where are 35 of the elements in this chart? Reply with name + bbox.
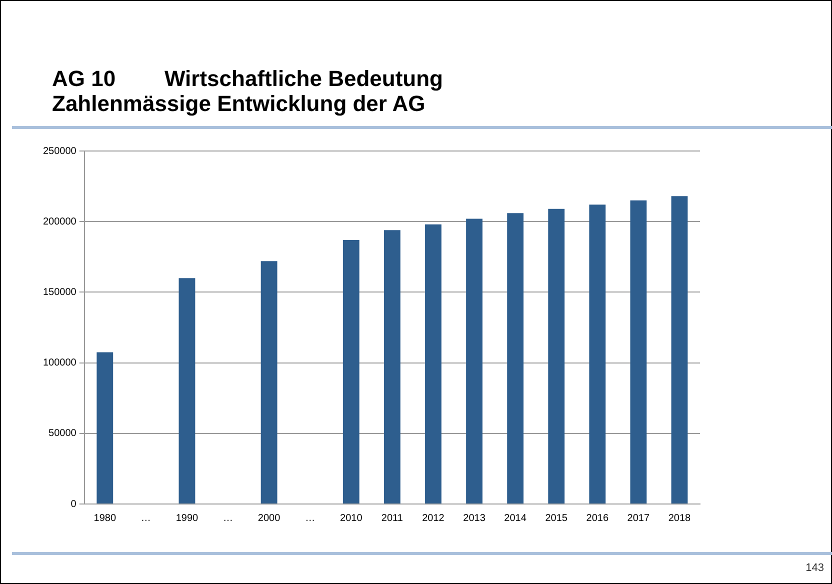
bar	[466, 218, 482, 504]
bar	[630, 200, 647, 504]
bar	[589, 204, 606, 504]
x-tick-label: 2000	[258, 512, 281, 524]
x-tick-label: 2012	[422, 512, 445, 524]
y-tick-label: 0	[70, 498, 77, 510]
x-tick-label: 2017	[627, 512, 650, 524]
x-tick-label: 2015	[545, 512, 568, 524]
x-tick-label: 1990	[176, 512, 199, 524]
y-tick-label: 50000	[48, 428, 77, 440]
x-tick-label: 2016	[586, 512, 609, 524]
bar	[507, 213, 524, 504]
x-tick-label: 2011	[381, 512, 404, 524]
x-tick-label: 2013	[463, 512, 486, 524]
bar	[260, 261, 278, 504]
x-tick-label: 1980	[94, 512, 116, 524]
bar	[342, 240, 360, 504]
bar	[671, 196, 688, 504]
bar	[548, 208, 565, 504]
x-tick-label: 2018	[668, 512, 692, 524]
text: 143	[806, 562, 824, 574]
y-tick-label: 200000	[42, 216, 77, 228]
bar	[425, 224, 442, 504]
y-tick-label: 150000	[42, 286, 77, 298]
bar	[96, 352, 114, 504]
bar	[384, 230, 400, 504]
x-tick-label: 2010	[340, 512, 363, 524]
x-tick-label: …	[140, 512, 151, 524]
x-tick-label: …	[223, 512, 234, 524]
x-tick-label: …	[305, 512, 316, 524]
y-tick-label: 250000	[42, 146, 77, 157]
bar	[178, 278, 196, 504]
x-tick-label: 2014	[504, 512, 527, 524]
chart-title: AG 10 Wirtschaftliche Bedeutung Zahlenmässige Entwicklung der AG	[52, 66, 443, 116]
y-tick-label: 100000	[42, 358, 77, 369]
